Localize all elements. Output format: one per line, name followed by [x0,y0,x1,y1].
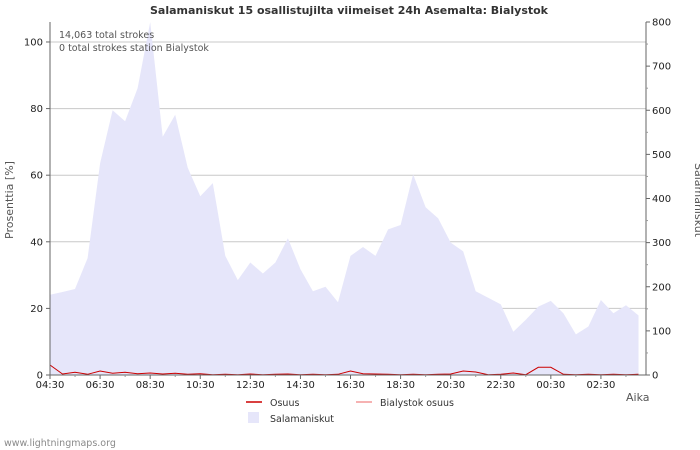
series-area-salamaniskut [50,22,639,375]
annotation-total-strokes: 14,063 total strokes [59,30,154,41]
y-tick-label-left: 0 [37,371,43,382]
x-tick-label: 20:30 [436,380,465,391]
x-tick-label: 10:30 [186,380,215,391]
x-tick-label: 16:30 [336,380,365,391]
annotation-station-strokes: 0 total strokes station Bialystok [59,43,209,54]
x-tick-label: 18:30 [386,380,415,391]
y-tick-label-right: 800 [652,18,671,29]
x-tick-label: 04:30 [36,380,65,391]
x-axis-label: Aika [626,391,650,404]
legend-label-bialystok-osuus: Bialystok osuus [380,398,454,409]
x-tick-label: 00:30 [536,380,565,391]
x-tick-label: 22:30 [486,380,515,391]
legend-label-osuus: Osuus [270,398,299,409]
y-tick-label-right: 300 [652,238,671,249]
legend: Osuus Bialystok osuus Salamaniskut [246,398,454,425]
series-line-osuus [49,364,639,376]
y-tick-label-right: 500 [652,150,671,161]
y-ticks-left: 0 20 40 60 80 100 [24,37,50,382]
x-tick-label: 08:30 [136,380,165,391]
y-tick-label-right: 100 [652,326,671,337]
footer-credit: www.lightningmaps.org [4,438,116,449]
y-tick-label-left: 80 [30,104,43,115]
x-tick-label: 06:30 [86,380,115,391]
x-ticks: 04:30 06:30 08:30 10:30 12:30 14:30 16:30 18:30… [36,375,627,391]
y-tick-label-right: 600 [652,106,671,117]
y-tick-label-left: 60 [30,171,43,182]
x-tick-label: 02:30 [587,380,616,391]
y-tick-label-left: 100 [24,37,43,48]
y-ticks-right: 0 100 200 300 400 500 600 700 800 [646,18,671,382]
chart-title: Salamaniskut 15 osallistujilta viimeiset… [150,4,549,17]
x-tick-label: 12:30 [236,380,265,391]
y-tick-label-right: 400 [652,194,671,205]
y-tick-label-right: 700 [652,62,671,73]
y-tick-label-right: 200 [652,282,671,293]
y-axis-label-right: Salamaniskut [692,163,700,238]
y-tick-label-left: 20 [30,304,43,315]
y-axis-label-left: Prosenttia [%] [3,161,16,239]
legend-label-salamaniskut: Salamaniskut [270,414,334,425]
x-tick-label: 14:30 [286,380,315,391]
legend-swatch-salamaniskut [248,412,259,423]
y-tick-label-left: 40 [30,237,43,248]
y-tick-label-right: 0 [652,371,658,382]
